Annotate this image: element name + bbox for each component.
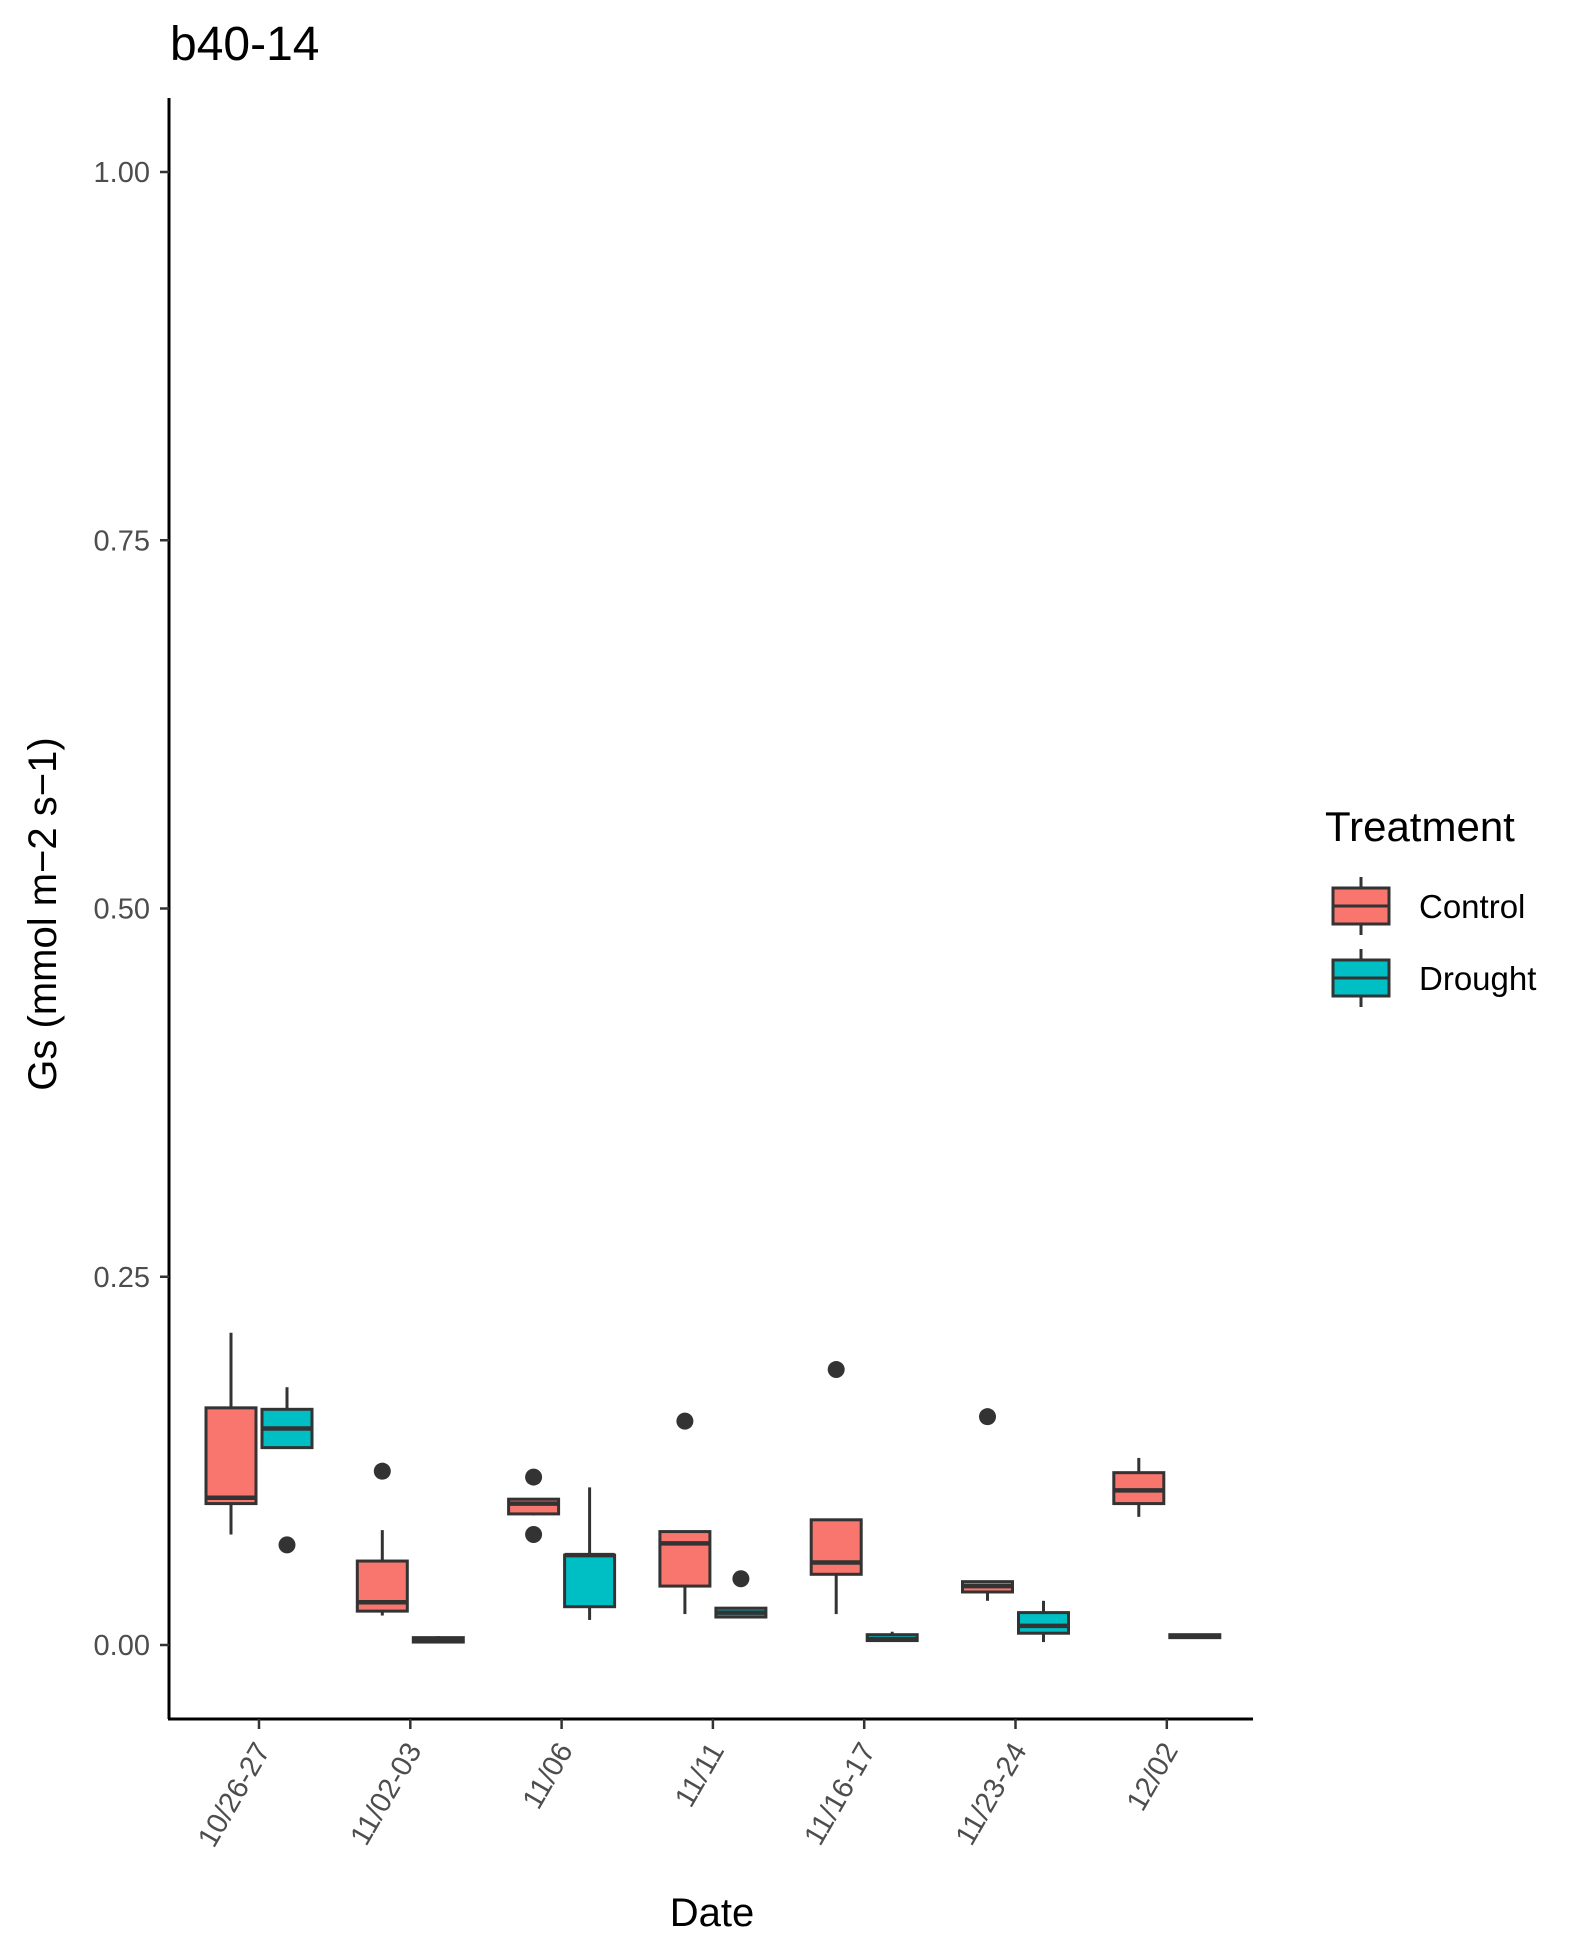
box-control — [809, 1361, 863, 1615]
y-tick-label: 0.75 — [94, 525, 150, 557]
legend-label: Control — [1419, 888, 1525, 925]
box-drought — [260, 1387, 314, 1554]
outlier-point — [525, 1526, 543, 1544]
box-iqr — [809, 1518, 863, 1576]
box-control — [961, 1408, 1014, 1601]
y-tick-label: 0.50 — [94, 894, 150, 926]
x-tick-label: 12/02 — [1121, 1738, 1185, 1817]
box-control — [507, 1468, 561, 1544]
outlier-point — [676, 1412, 694, 1430]
box-control — [1112, 1457, 1166, 1517]
box-drought — [865, 1631, 919, 1643]
x-axis-title: Date — [670, 1891, 755, 1935]
box-control — [204, 1332, 258, 1535]
x-axis-ticks: 10/26-27 11/02-03 11/06 11/11 11/16-17 11/23-… — [192, 1719, 1185, 1853]
x-tick-label: 11/16-17 — [798, 1738, 882, 1851]
legend: Treatment Control Drought — [1325, 803, 1536, 1007]
x-tick-label: 11/11 — [669, 1738, 731, 1813]
box-iqr — [658, 1530, 712, 1588]
legend-title: Treatment — [1325, 803, 1515, 850]
chart-title: b40-14 — [170, 18, 319, 71]
box-iqr — [563, 1553, 617, 1609]
x-tick-label: 11/23-24 — [950, 1738, 1034, 1851]
y-tick-label: 1.00 — [94, 157, 150, 189]
box-drought — [411, 1636, 465, 1644]
plot-area — [204, 1332, 1222, 1644]
outlier-point — [278, 1536, 296, 1554]
box-iqr — [1017, 1611, 1070, 1635]
outlier-point — [373, 1462, 391, 1480]
legend-item-control: Control — [1331, 877, 1525, 935]
box-control — [658, 1412, 712, 1615]
y-tick-label: 0.00 — [94, 1630, 150, 1662]
box-drought — [1168, 1633, 1222, 1640]
box-control — [355, 1462, 409, 1616]
x-tick-label: 11/02-03 — [344, 1738, 428, 1851]
outlier-point — [979, 1408, 996, 1426]
legend-label: Drought — [1419, 960, 1536, 997]
x-tick-label: 11/06 — [517, 1738, 580, 1815]
x-tick-label: 10/26-27 — [192, 1738, 277, 1853]
y-axis-ticks: 0.00 0.25 0.50 0.75 1.00 — [94, 157, 169, 1662]
box-iqr — [204, 1406, 258, 1506]
outlier-point — [732, 1570, 750, 1588]
box-drought — [563, 1487, 617, 1620]
outlier-point — [827, 1361, 845, 1379]
legend-item-drought: Drought — [1331, 949, 1536, 1007]
box-drought — [1017, 1600, 1070, 1643]
box-drought — [714, 1570, 768, 1619]
y-tick-label: 0.25 — [94, 1262, 150, 1294]
y-axis-title: Gs (mmol m−2 s−1) — [21, 737, 65, 1090]
outlier-point — [525, 1468, 543, 1486]
